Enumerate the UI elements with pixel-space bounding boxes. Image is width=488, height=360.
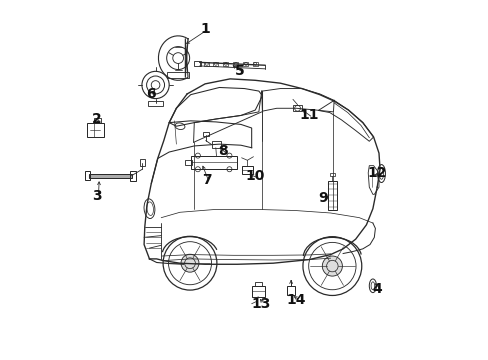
Text: 4: 4 [371,282,381,296]
Text: 6: 6 [146,87,156,101]
Text: 3: 3 [92,189,102,203]
Text: 14: 14 [286,293,305,307]
Text: 1: 1 [200,22,209,36]
Text: 10: 10 [245,170,264,183]
Text: 12: 12 [366,166,386,180]
Text: 13: 13 [250,297,270,311]
Text: 9: 9 [318,191,327,205]
Text: 8: 8 [218,144,227,158]
Circle shape [181,254,199,272]
Circle shape [322,256,342,276]
Text: 5: 5 [235,64,244,78]
Text: 11: 11 [299,108,318,122]
Text: 7: 7 [202,173,211,187]
Text: 2: 2 [92,112,102,126]
